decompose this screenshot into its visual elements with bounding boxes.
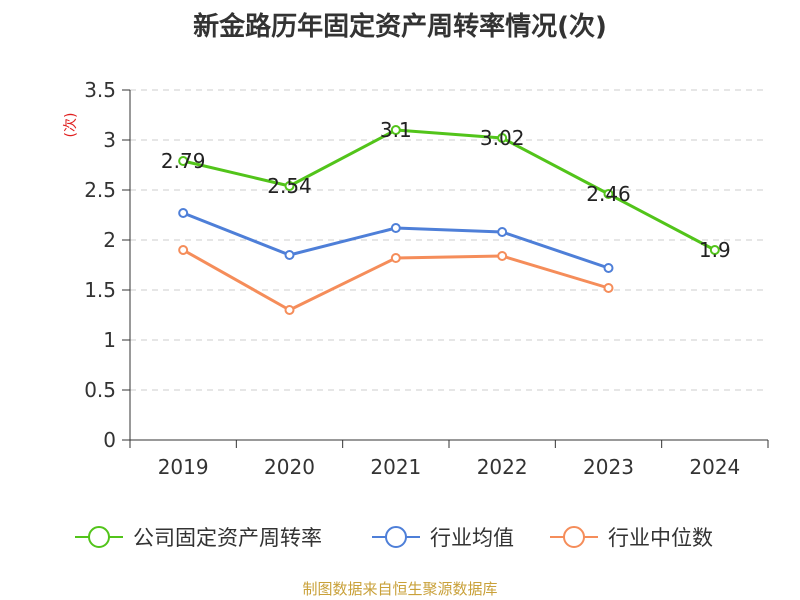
legend-label: 行业中位数 xyxy=(608,526,713,550)
source-footer: 制图数据来自恒生聚源数据库 xyxy=(302,580,498,598)
data-point xyxy=(284,305,295,315)
data-label: 2.79 xyxy=(161,149,206,173)
y-tick-label: 1 xyxy=(103,328,116,352)
data-point xyxy=(390,223,401,233)
data-point xyxy=(497,251,508,261)
data-point xyxy=(603,283,614,293)
data-label: 1.9 xyxy=(699,238,731,262)
y-tick-label: 3.5 xyxy=(84,78,116,102)
y-tick-label: 1.5 xyxy=(84,278,116,302)
x-tick-label: 2020 xyxy=(264,455,315,479)
data-point xyxy=(497,133,508,143)
x-tick-label: 2024 xyxy=(689,455,740,479)
series-lines xyxy=(178,125,720,315)
data-point xyxy=(178,156,189,166)
data-point xyxy=(603,189,614,199)
data-point xyxy=(390,253,401,263)
data-point xyxy=(284,250,295,260)
grid-lines xyxy=(130,89,768,391)
data-point xyxy=(709,245,720,255)
x-tick-label: 2021 xyxy=(370,455,421,479)
data-point xyxy=(497,227,508,237)
y-tick-label: 2 xyxy=(103,228,116,252)
y-tick-label: 0 xyxy=(103,428,116,452)
chart-title: 新金路历年固定资产周转率情况(次) xyxy=(193,12,607,42)
legend: 公司固定资产周转率 行业均值 行业中位数 xyxy=(75,526,713,550)
legend-label: 公司固定资产周转率 xyxy=(133,526,322,550)
data-point xyxy=(390,125,401,135)
y-tick-label: 2.5 xyxy=(84,178,116,202)
legend-label: 行业均值 xyxy=(430,526,514,550)
y-axis-label: (次) xyxy=(63,113,79,138)
legend-marker xyxy=(88,526,110,548)
data-label: 3.02 xyxy=(480,126,525,150)
data-label: 2.54 xyxy=(267,174,312,198)
data-point xyxy=(178,245,189,255)
series-line xyxy=(182,128,716,252)
y-tick-label: 0.5 xyxy=(84,378,116,402)
data-label: 2.46 xyxy=(586,182,631,206)
axes: 0 0.5 1 1.5 2 2.5 3 3.5 2019 2020 2021 2022 2023 2024… xyxy=(63,78,769,479)
x-tick-label: 2022 xyxy=(477,455,528,479)
x-tick-label: 2023 xyxy=(583,455,634,479)
y-tick-label: 3 xyxy=(103,128,116,152)
legend-marker xyxy=(385,526,407,548)
data-point xyxy=(603,263,614,273)
x-tick-label: 2019 xyxy=(158,455,209,479)
data-label: 3.1 xyxy=(380,118,412,142)
data-labels: 2.79 2.54 3.1 3.02 2.46 1.9 xyxy=(161,118,731,262)
data-point xyxy=(284,181,295,191)
legend-marker xyxy=(563,526,585,548)
data-point xyxy=(178,208,189,218)
